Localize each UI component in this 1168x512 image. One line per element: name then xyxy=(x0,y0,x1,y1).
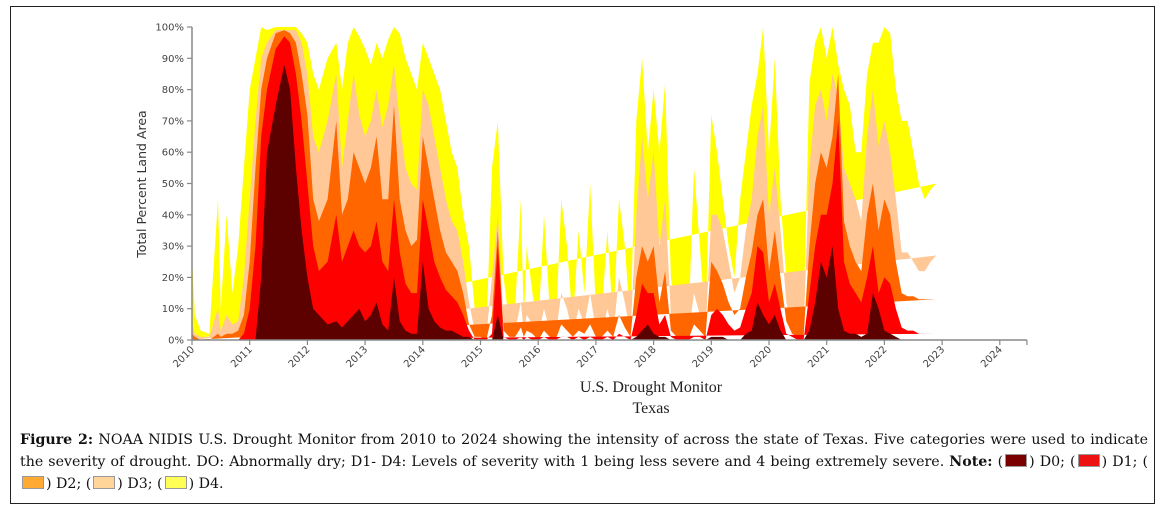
figure-label: Figure 2: xyxy=(20,432,94,448)
x-tick-label: 2020 xyxy=(748,344,774,370)
note-label: Note: xyxy=(949,454,993,470)
x-tick-label: 2014 xyxy=(402,344,428,370)
legend-swatch xyxy=(1077,454,1100,467)
chart-subtitle: Texas xyxy=(632,400,669,417)
figure-frame xyxy=(10,6,1155,504)
legend-item-d2: () D2; xyxy=(20,454,1148,492)
x-tick-label: 2022 xyxy=(864,344,890,370)
caption-text: NOAA NIDIS U.S. Drought Monitor from 201… xyxy=(20,432,1148,470)
x-tick-label: 2016 xyxy=(518,344,544,370)
y-tick-label: 70% xyxy=(162,116,184,127)
y-axis: 0% 10% 20% 30% 40% 50% 60% 70% 80% 90% 100% xyxy=(155,23,193,347)
x-tick-label: 2019 xyxy=(691,344,717,370)
x-tick-label: 2017 xyxy=(575,344,601,370)
drought-chart: 0%10%20%30%40%50%60%70%80%90%100% 2010 20… xyxy=(134,23,1028,417)
area-layers xyxy=(192,27,937,341)
x-tick-label: 2015 xyxy=(460,344,486,370)
y-tick-label: 90% xyxy=(162,54,184,65)
legend-swatch xyxy=(93,476,116,489)
legend-item-d1: () D1; xyxy=(1064,454,1138,470)
y-tick-label: 20% xyxy=(162,273,184,284)
figure-caption: Figure 2: NOAA NIDIS U.S. Drought Monito… xyxy=(20,429,1148,495)
y-tick-label: 100% xyxy=(155,23,184,34)
y-tick-label: 60% xyxy=(162,148,184,159)
area-d0 xyxy=(192,64,937,340)
caption-legend: () D0; () D1; () D2; () D3; () D4. xyxy=(20,454,1148,492)
x-tick-label: 2013 xyxy=(344,344,370,370)
legend-swatch xyxy=(1005,454,1028,467)
legend-item-d3: () D3; xyxy=(81,476,153,492)
legend-swatch xyxy=(22,476,44,489)
x-tick-label: 2011 xyxy=(229,344,255,370)
y-tick-label: 0% xyxy=(168,336,184,347)
area-d1 xyxy=(192,36,937,341)
y-tick-label: 10% xyxy=(162,304,184,315)
y-tick-label: 40% xyxy=(162,210,184,221)
x-tick-label: 2018 xyxy=(633,344,659,370)
chart-title: U.S. Drought Monitor xyxy=(580,379,723,396)
x-tick-label: 2024 xyxy=(979,344,1005,370)
x-tick-label: 2021 xyxy=(806,344,832,370)
y-axis-label: Total Percent Land Area xyxy=(134,110,149,258)
x-tick-label: 2023 xyxy=(921,344,947,370)
y-tick-label: 50% xyxy=(162,179,184,190)
legend-item-d4: () D4. xyxy=(152,476,224,492)
legend-swatch xyxy=(164,476,187,489)
legend-item-d0: () D0; xyxy=(997,454,1065,470)
x-axis: 2010 2011 2012 2013 2014 2015 2016 2017 2018 2019… xyxy=(171,339,1028,370)
y-tick-label: 30% xyxy=(162,242,184,253)
x-tick-label: 2010 xyxy=(171,344,197,370)
y-tick-label: 80% xyxy=(162,85,184,96)
x-tick-label: 2012 xyxy=(287,344,313,370)
